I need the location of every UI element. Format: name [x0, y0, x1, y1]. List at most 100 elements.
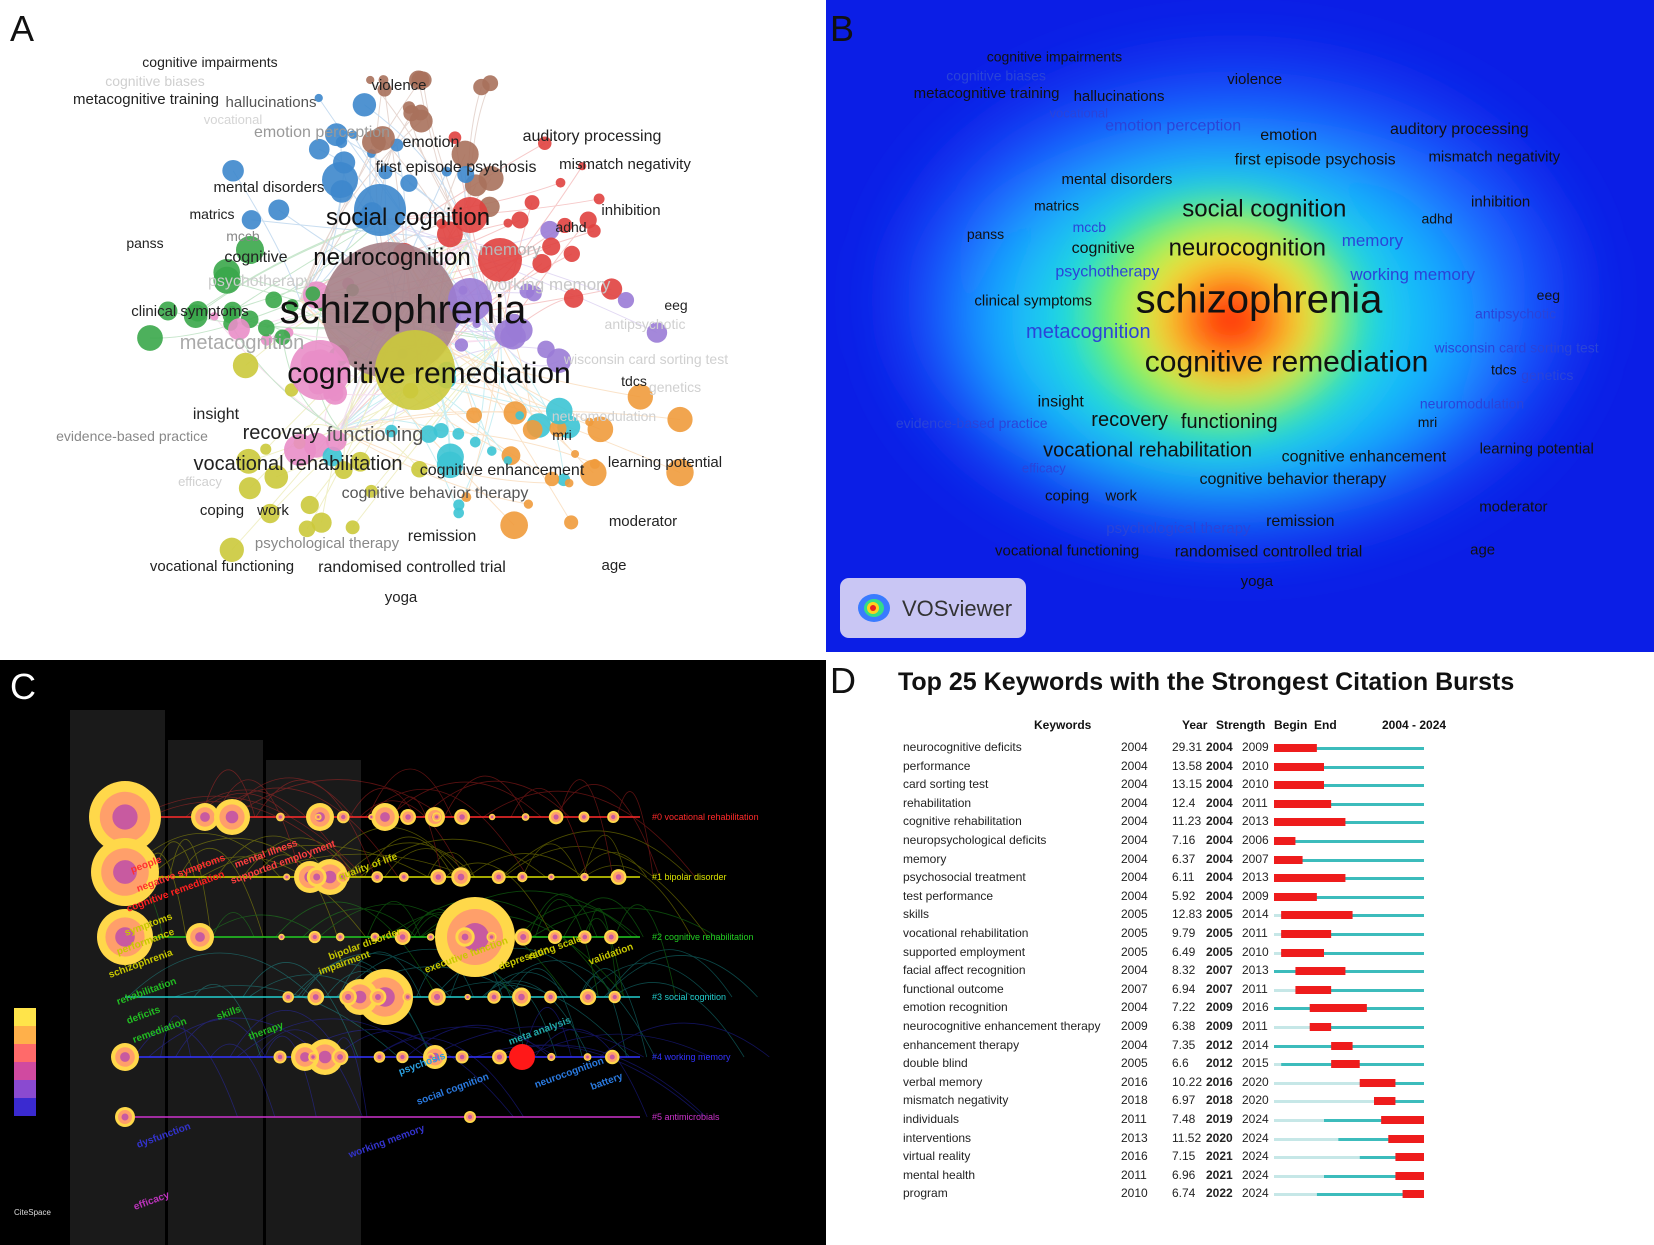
pre-appearance-segment	[1274, 1026, 1310, 1029]
network-keyword-label: psychological therapy	[255, 535, 400, 552]
network-keyword-label: memory	[479, 240, 541, 259]
burst-strength: 7.15	[1172, 1149, 1196, 1164]
density-keyword-label: first episode psychosis	[1235, 152, 1396, 169]
network-edge	[339, 410, 516, 431]
burst-end: 2011	[1242, 795, 1268, 810]
burst-segment	[1295, 985, 1332, 994]
keyword-node	[352, 93, 377, 117]
active-segment	[1338, 1137, 1424, 1141]
network-keyword-label: mri	[552, 427, 571, 443]
timeline-link	[255, 779, 376, 878]
keyword-node	[503, 218, 513, 228]
density-keyword-label: efficacy	[1022, 460, 1066, 475]
network-edge	[339, 428, 596, 465]
network-keyword-label: working memory	[485, 275, 611, 294]
burst-keyword: double blind	[903, 1056, 968, 1071]
timeline-link	[583, 917, 624, 998]
burst-timeline-bar	[1274, 874, 1424, 883]
timeline-node	[396, 1050, 409, 1064]
burst-segment	[1274, 744, 1317, 752]
keyword-node	[345, 520, 360, 535]
active-segment	[1274, 821, 1424, 825]
burst-strength: 13.58	[1172, 758, 1203, 773]
keyword-node	[437, 221, 463, 248]
burst-table-row: neurocognitive deficits 2004 29.31 2004 2009	[826, 740, 1654, 758]
keyword-node	[322, 446, 343, 467]
burst-end: 2010	[1242, 944, 1269, 959]
burst-strength: 12.4	[1172, 795, 1196, 810]
burst-end: 2020	[1242, 1074, 1269, 1089]
network-keyword-label: functioning	[327, 424, 424, 446]
timeline-term: battery	[589, 1071, 625, 1093]
timeline-link	[393, 796, 443, 878]
timeline-link	[605, 949, 733, 998]
timeline-link	[127, 952, 313, 998]
timeline-link	[581, 968, 648, 1058]
timeline-link	[185, 789, 355, 878]
network-keyword-label: matrics	[189, 206, 234, 222]
active-segment	[1324, 1119, 1424, 1122]
burst-end: 2015	[1242, 1056, 1269, 1071]
active-segment	[1274, 802, 1424, 806]
burst-year: 2004	[1121, 795, 1148, 810]
network-keyword-label: mismatch negativity	[559, 156, 691, 173]
timeline-link	[534, 1028, 648, 1118]
timeline-node	[455, 927, 475, 947]
burst-end: 2024	[1242, 1149, 1269, 1164]
timeline-link	[433, 947, 600, 998]
burst-begin: 2012	[1206, 1037, 1233, 1052]
timeline-link	[338, 951, 422, 998]
timeline-link	[364, 788, 528, 878]
keyword-node	[466, 407, 482, 424]
burst-segment	[1331, 1060, 1360, 1069]
burst-timeline-bar	[1274, 967, 1424, 976]
network-edge	[428, 339, 501, 435]
timeline-node	[89, 781, 161, 853]
density-keyword-label: tdcs	[1491, 361, 1517, 377]
burst-begin: 2005	[1206, 907, 1233, 922]
timeline-link	[510, 788, 588, 878]
timeline-link	[363, 836, 454, 878]
hub-node	[375, 330, 455, 410]
timeline-node	[608, 990, 621, 1004]
density-keyword-label: coping	[1045, 488, 1089, 505]
keyword-node	[478, 165, 504, 192]
network-keyword-label: auditory processing	[523, 128, 662, 145]
burst-begin: 2020	[1206, 1130, 1233, 1145]
network-keyword-label: cognitive impairments	[142, 54, 277, 70]
burst-end: 2013	[1242, 870, 1269, 885]
header-keywords: Keywords	[1034, 718, 1092, 732]
burst-begin: 2004	[1206, 740, 1233, 754]
keyword-node	[377, 82, 392, 97]
density-keyword-label: remission	[1266, 513, 1334, 530]
burst-year: 2004	[1121, 888, 1148, 903]
burst-strength: 6.38	[1172, 1019, 1196, 1033]
timeline-node	[426, 1052, 436, 1062]
timeline-link	[579, 976, 627, 1058]
burst-keyword: enhancement therapy	[903, 1037, 1020, 1052]
burst-table-row: mismatch negativity 2018 6.97 2018 2020	[826, 1093, 1654, 1111]
cluster-label: #4 working memory	[652, 1052, 731, 1062]
pre-appearance-segment	[1274, 988, 1296, 992]
burst-table-row: skills 2005 12.83 2005 2014	[826, 907, 1654, 925]
burst-segment	[1309, 1023, 1332, 1031]
header-year: Year	[1182, 718, 1208, 732]
density-visualization-panel: cognitive impairments cognitive biases met…	[826, 0, 1654, 652]
burst-segment	[1402, 1190, 1424, 1199]
burst-begin: 2005	[1206, 944, 1233, 959]
timeline-link	[201, 769, 256, 818]
keyword-node	[526, 285, 542, 302]
keyword-node	[364, 484, 378, 498]
burst-begin: 2004	[1206, 795, 1233, 810]
burst-table-row: test performance 2004 5.92 2004 2009	[826, 889, 1654, 907]
keyword-node	[284, 383, 299, 397]
timeline-year-legend	[14, 1008, 36, 1116]
density-keyword-label: inhibition	[1471, 194, 1530, 211]
network-edge	[339, 428, 420, 470]
network-edge	[195, 219, 381, 317]
density-keyword-label: yoga	[1241, 573, 1274, 590]
burst-end: 2009	[1242, 740, 1269, 754]
network-keyword-label: mental disorders	[214, 179, 325, 196]
burst-end: 2010	[1242, 758, 1269, 773]
network-edge	[465, 339, 501, 498]
